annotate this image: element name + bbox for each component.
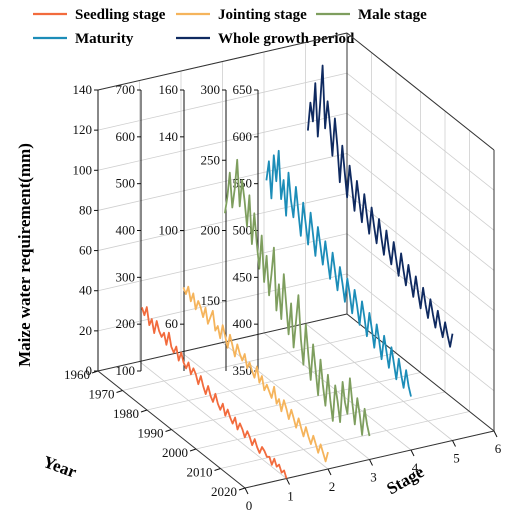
z-tick-label: 200 xyxy=(116,316,136,331)
stage-tick-mark xyxy=(286,478,290,485)
grid-line xyxy=(346,112,495,231)
stage-axis-title: Stage xyxy=(383,462,427,499)
z-tick-label: 0 xyxy=(86,363,93,378)
year-tick-mark xyxy=(214,468,221,471)
legend-label: Whole growth period xyxy=(218,31,355,47)
z-tick-label: 200 xyxy=(201,223,221,238)
stage-tick-label: 6 xyxy=(495,441,502,456)
axis-edge xyxy=(97,313,348,372)
series-line-seedling-stage xyxy=(141,306,288,479)
series-line-jointing-stage xyxy=(182,285,329,463)
z-tick-label: 250 xyxy=(201,152,221,167)
year-tick-mark xyxy=(238,487,246,491)
z-axis-ticks: 0 20 40 60 80 100 120 140 100 200 300 400 500 600 700 6… xyxy=(73,82,259,378)
stage-tick-mark xyxy=(244,487,249,495)
z-tick-label: 160 xyxy=(159,82,179,97)
grid-line xyxy=(180,351,329,470)
z-tick-label: 700 xyxy=(116,82,136,97)
year-tick-mark xyxy=(116,390,123,393)
z-tick-label: 500 xyxy=(116,176,136,191)
stage-tick-label: 2 xyxy=(329,479,336,494)
z-tick-label: 60 xyxy=(165,316,178,331)
stage-tick-mark xyxy=(452,440,456,447)
z-tick-label: 100 xyxy=(159,223,179,238)
stage-tick-mark xyxy=(493,430,498,438)
z-tick-label: 40 xyxy=(79,283,92,298)
stage-tick-label: 5 xyxy=(453,451,460,466)
z-tick-label: 300 xyxy=(116,269,136,284)
z-tick-label: 600 xyxy=(116,129,136,144)
axis-edge xyxy=(346,313,495,432)
z-tick-label: 80 xyxy=(79,202,92,217)
z-tick-label: 60 xyxy=(79,243,92,258)
year-tick-mark xyxy=(165,429,172,432)
z-tick-label: 120 xyxy=(73,122,93,137)
year-tick-mark xyxy=(189,448,197,452)
year-tick-label: 2020 xyxy=(211,484,237,499)
year-tick-mark xyxy=(91,370,99,374)
grid-line xyxy=(263,332,412,451)
series-line-male-stage xyxy=(224,158,371,437)
legend-label: Jointing stage xyxy=(218,7,307,23)
stage-tick-label: 0 xyxy=(246,498,253,513)
stage-axis-ticks: 0 1 2 3 4 5 6 xyxy=(244,430,502,513)
z-tick-label: 500 xyxy=(233,223,253,238)
year-tick-label: 1970 xyxy=(89,387,115,402)
year-axis-ticks: 1960 1970 1980 1990 2000 2010 2020 xyxy=(64,367,246,499)
year-tick-label: 1960 xyxy=(64,367,90,382)
legend-label: Maturity xyxy=(75,31,134,47)
z-tick-label: 100 xyxy=(116,363,136,378)
stage-tick-label: 3 xyxy=(370,470,377,485)
year-tick-mark xyxy=(140,409,148,413)
legend-label: Male stage xyxy=(358,7,427,23)
axis-edge xyxy=(97,32,348,91)
year-tick-label: 1980 xyxy=(113,406,139,421)
year-tick-label: 1990 xyxy=(138,426,164,441)
grid-line xyxy=(346,153,495,271)
z-tick-label: 600 xyxy=(233,129,253,144)
grid-line xyxy=(346,72,495,191)
stage-tick-mark xyxy=(327,468,332,476)
z-tick-label: 150 xyxy=(201,293,221,308)
year-tick-label: 2010 xyxy=(187,465,213,480)
series-line-whole-growth-period xyxy=(307,64,454,348)
z-tick-label: 400 xyxy=(116,223,136,238)
grid-line xyxy=(139,361,287,479)
stage-tick-mark xyxy=(369,459,373,466)
axes-frame xyxy=(97,32,495,489)
z-tick-label: 400 xyxy=(233,316,253,331)
stage-tick-label: 1 xyxy=(287,489,294,504)
year-tick-label: 2000 xyxy=(162,445,188,460)
legend: Seedling stage Jointing stage Male stage Ma… xyxy=(33,7,427,47)
x-axis-title: Year xyxy=(41,452,80,482)
legend-label: Seedling stage xyxy=(75,7,166,23)
grid-line xyxy=(346,273,495,392)
z-tick-label: 450 xyxy=(233,269,253,284)
grid-line xyxy=(305,323,453,441)
grid-line xyxy=(346,233,495,352)
stage-tick-mark xyxy=(410,449,415,457)
z-tick-label: 20 xyxy=(79,323,92,338)
z-tick-label: 100 xyxy=(73,162,93,177)
z-tick-label: 140 xyxy=(159,129,179,144)
z-tick-label: 300 xyxy=(201,82,221,97)
y-axis-title: Maize water requirement(mm) xyxy=(15,143,34,367)
series-line-maturity xyxy=(265,149,412,397)
axis-edge xyxy=(346,32,495,151)
series-lines xyxy=(141,64,454,479)
stage-tick-label: 4 xyxy=(412,460,419,475)
z-tick-label: 650 xyxy=(233,82,253,97)
z-tick-label: 140 xyxy=(73,82,93,97)
